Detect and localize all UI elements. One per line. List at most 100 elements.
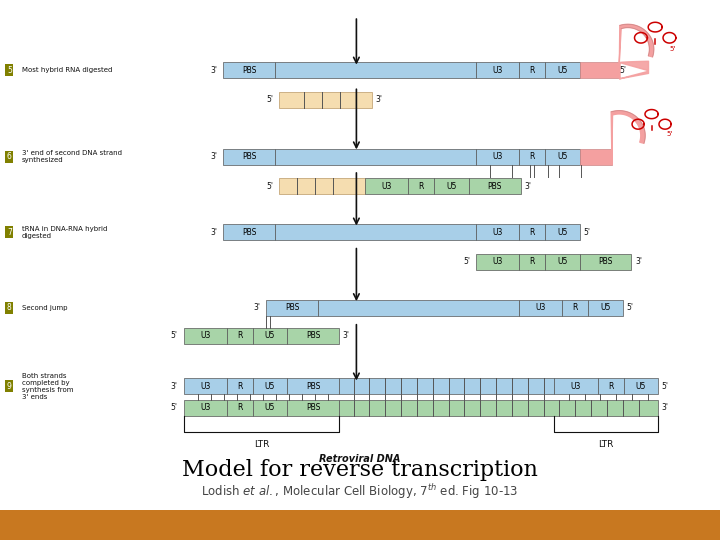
- Bar: [588, 300, 623, 316]
- Text: 5': 5': [670, 45, 676, 52]
- Text: 3': 3': [253, 303, 261, 312]
- Bar: [339, 400, 658, 416]
- Bar: [287, 378, 339, 394]
- Text: Both strands
completed by
synthesis from
3' ends: Both strands completed by synthesis from…: [22, 373, 73, 400]
- Bar: [562, 300, 588, 316]
- Bar: [253, 378, 287, 394]
- Text: LTR: LTR: [598, 440, 614, 449]
- Text: 5': 5': [171, 403, 178, 412]
- Text: 5': 5': [662, 382, 669, 390]
- Bar: [469, 178, 521, 194]
- Text: PBS: PBS: [285, 303, 300, 312]
- Text: R: R: [529, 152, 535, 161]
- Bar: [519, 300, 562, 316]
- Text: U3: U3: [492, 258, 503, 266]
- Text: U5: U5: [600, 303, 611, 312]
- Text: PBS: PBS: [306, 403, 320, 412]
- Text: 5': 5': [463, 258, 470, 266]
- Text: U3: U3: [571, 382, 581, 390]
- Text: PBS: PBS: [487, 182, 502, 191]
- Text: U5: U5: [265, 382, 275, 390]
- Bar: [275, 148, 476, 165]
- Text: 3': 3': [524, 182, 531, 191]
- Text: U3: U3: [200, 332, 210, 340]
- Bar: [519, 148, 545, 165]
- Text: 3' end of second DNA strand
synthesized: 3' end of second DNA strand synthesized: [22, 150, 122, 163]
- Bar: [287, 400, 339, 416]
- Text: Second jump: Second jump: [22, 305, 67, 311]
- Text: 3': 3': [343, 332, 350, 340]
- Bar: [287, 328, 339, 344]
- Text: 9: 9: [7, 382, 12, 390]
- Bar: [275, 62, 476, 78]
- Bar: [339, 378, 554, 394]
- Text: 5: 5: [7, 66, 12, 75]
- Text: U5: U5: [265, 403, 275, 412]
- Bar: [545, 224, 580, 240]
- Text: R: R: [529, 258, 535, 266]
- Text: U3: U3: [382, 182, 392, 191]
- Text: R: R: [237, 403, 243, 412]
- Text: 8: 8: [7, 303, 12, 312]
- Text: U5: U5: [636, 382, 646, 390]
- Text: 5': 5': [619, 66, 626, 75]
- Bar: [519, 254, 545, 270]
- Bar: [223, 224, 275, 240]
- Text: R: R: [529, 228, 535, 237]
- Text: 5': 5': [626, 303, 634, 312]
- Bar: [227, 328, 253, 344]
- Text: PBS: PBS: [306, 382, 320, 390]
- Polygon shape: [619, 24, 654, 78]
- Text: 3': 3': [210, 152, 217, 161]
- Text: 3': 3': [210, 228, 217, 237]
- Bar: [519, 224, 545, 240]
- Text: 5': 5': [583, 228, 590, 237]
- Text: 5': 5': [171, 332, 178, 340]
- Bar: [253, 400, 287, 416]
- Text: Lodish $\it{et\ al.}$, Molecular Cell Biology, 7$^{th}$ ed. Fig 10-13: Lodish $\it{et\ al.}$, Molecular Cell Bi…: [202, 482, 518, 501]
- Text: 3': 3': [210, 66, 217, 75]
- Bar: [223, 148, 275, 165]
- Text: U5: U5: [265, 332, 275, 340]
- Text: U3: U3: [536, 303, 546, 312]
- Text: U3: U3: [492, 228, 503, 237]
- Bar: [476, 62, 519, 78]
- Bar: [184, 400, 227, 416]
- Text: 3': 3': [635, 258, 642, 266]
- Bar: [318, 300, 519, 316]
- Bar: [598, 378, 624, 394]
- Bar: [519, 62, 545, 78]
- Text: 3': 3': [171, 382, 178, 390]
- Text: R: R: [608, 382, 613, 390]
- Bar: [184, 378, 227, 394]
- Text: R: R: [529, 66, 535, 75]
- Bar: [476, 148, 519, 165]
- Text: 3': 3': [662, 403, 669, 412]
- Text: LTR: LTR: [253, 440, 269, 449]
- Text: Model for reverse transcription: Model for reverse transcription: [182, 459, 538, 481]
- Text: Retroviral DNA: Retroviral DNA: [319, 454, 401, 464]
- Bar: [434, 178, 469, 194]
- Text: R: R: [237, 382, 243, 390]
- Bar: [223, 62, 275, 78]
- Text: U5: U5: [557, 66, 567, 75]
- Text: U5: U5: [557, 228, 567, 237]
- Text: U5: U5: [557, 258, 567, 266]
- Text: PBS: PBS: [242, 66, 256, 75]
- Text: R: R: [572, 303, 578, 312]
- Text: U5: U5: [557, 152, 567, 161]
- Text: PBS: PBS: [598, 258, 613, 266]
- Bar: [266, 300, 318, 316]
- Bar: [365, 178, 408, 194]
- Bar: [554, 378, 598, 394]
- Text: PBS: PBS: [306, 332, 320, 340]
- Bar: [227, 378, 253, 394]
- Bar: [184, 328, 227, 344]
- Polygon shape: [611, 111, 645, 165]
- Bar: [580, 62, 619, 78]
- Bar: [476, 224, 519, 240]
- Text: U3: U3: [200, 403, 210, 412]
- Text: 7: 7: [7, 228, 12, 237]
- Text: R: R: [237, 332, 243, 340]
- Text: R: R: [418, 182, 424, 191]
